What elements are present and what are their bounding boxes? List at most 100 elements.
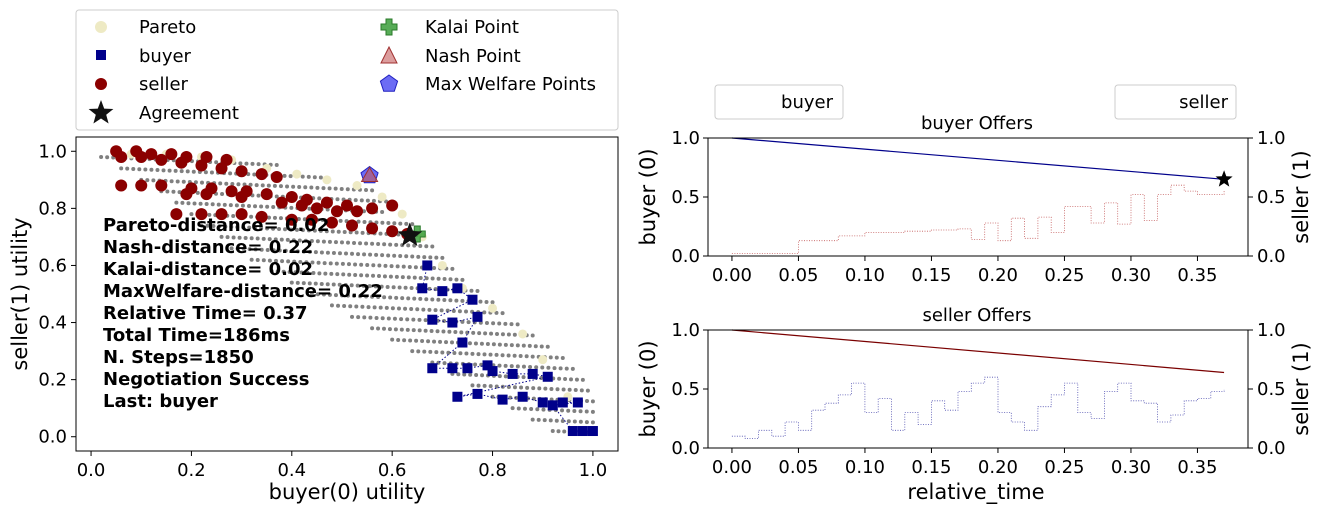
x-tick-label: 0.20 (978, 457, 1018, 478)
outcome-dot (234, 203, 239, 208)
y-tick-label-right: 1.0 (1257, 128, 1286, 149)
outcome-dot (468, 372, 473, 377)
outcome-dot (366, 305, 371, 310)
outcome-dot (301, 281, 306, 286)
outcome-dot (440, 255, 445, 260)
legend-box-buyer (714, 84, 844, 120)
seller-offer-dot (115, 179, 128, 192)
outcome-dot (527, 343, 532, 348)
buyer-offer-square (577, 426, 588, 437)
outcome-dot (471, 330, 476, 335)
outcome-dot (248, 182, 253, 187)
outcome-dot (464, 351, 469, 356)
outcome-dot (315, 292, 320, 297)
outcome-dot (515, 322, 520, 327)
outcome-dot (291, 238, 296, 243)
legend-nash-marker (380, 45, 398, 64)
buyer-offer-square (557, 397, 568, 408)
outcome-dot (396, 306, 401, 311)
outcome-dot (339, 293, 344, 298)
legend-agreement-marker (88, 100, 114, 124)
outcome-dot (185, 169, 190, 174)
outcome-dot (405, 327, 410, 332)
outcome-dot (255, 258, 260, 263)
outcome-dot (346, 240, 351, 245)
utility-legend: Pareto buyer seller Agreement Kalai Poin… (75, 9, 619, 131)
outcome-dot (403, 306, 408, 311)
annotation-status: Negotiation Success (103, 369, 309, 390)
outcome-dot (580, 377, 585, 382)
buyer-offer-square (437, 286, 448, 297)
outcome-dot (549, 386, 554, 391)
outcome-dot (297, 238, 302, 243)
pareto-dot (377, 192, 387, 202)
outcome-dot (400, 296, 405, 301)
seller-offers-left-label: buyer (0) (636, 340, 660, 437)
y-tick-label: 0.6 (38, 255, 67, 276)
outcome-dot (329, 271, 334, 276)
outcome-dot (494, 331, 499, 336)
outcome-dot (382, 242, 387, 247)
outcome-dot (418, 275, 423, 280)
outcome-dot (364, 188, 369, 193)
outcome-dot (491, 342, 496, 347)
outcome-dot (412, 243, 417, 248)
outcome-dot (418, 296, 423, 301)
outcome-dot (241, 246, 246, 251)
outcome-dot (307, 206, 312, 211)
outcome-dot (567, 387, 572, 392)
outcome-dot (236, 182, 241, 187)
outcome-dot (353, 272, 358, 277)
outcome-dot (396, 337, 401, 342)
outcome-dot (229, 224, 234, 229)
outcome-dot (229, 246, 234, 251)
outcome-dot (411, 317, 416, 322)
outcome-dot (310, 260, 315, 265)
outcome-dot (171, 189, 176, 194)
x-tick-label: 0.0 (77, 460, 106, 481)
outcome-dot (207, 212, 212, 217)
outcome-dot (412, 275, 417, 280)
outcome-dot (480, 373, 485, 378)
legend-nash: Nash Point (425, 46, 521, 67)
outcome-dot (267, 258, 272, 263)
y-tick-label: 0.0 (38, 427, 67, 448)
outcome-dot (295, 249, 300, 254)
seller-offer-dot (351, 205, 364, 218)
nash-marker (360, 166, 379, 183)
outcome-dot (521, 364, 526, 369)
outcome-dot (416, 254, 421, 259)
outcome-dot (444, 340, 449, 345)
outcome-dot (548, 355, 553, 360)
outcome-dot (467, 341, 472, 346)
outcome-dot (518, 354, 523, 359)
annotation-last: Last: buyer (103, 391, 218, 412)
outcome-dot (490, 394, 495, 399)
x-tick-label: 0.8 (478, 460, 507, 481)
outcome-dot (578, 419, 583, 424)
buyer-offer-square (527, 368, 538, 379)
outcome-dot (216, 202, 221, 207)
seller-offer-dot (366, 222, 379, 235)
outcome-dot (584, 409, 589, 414)
outcome-dot (328, 261, 333, 266)
outcome-dot (417, 328, 422, 333)
buyer-offer-square (447, 363, 458, 374)
outcome-dot (119, 166, 124, 171)
outcome-dot (347, 272, 352, 277)
buyer-offer-square (417, 283, 428, 294)
outcome-dot (269, 269, 274, 274)
seller-offer-dot (386, 199, 399, 212)
outcome-dot (423, 318, 428, 323)
outcome-dot (151, 178, 156, 183)
outcome-dot (333, 293, 338, 298)
seller-offers-right-label: seller (1) (1289, 342, 1313, 436)
outcome-dot (345, 187, 350, 192)
outcome-dot (352, 293, 357, 298)
outcome-dot (174, 200, 179, 205)
outcome-dot (249, 214, 254, 219)
outcome-dot (307, 281, 312, 286)
outcome-dot (261, 236, 266, 241)
outcome-dot (374, 252, 379, 257)
